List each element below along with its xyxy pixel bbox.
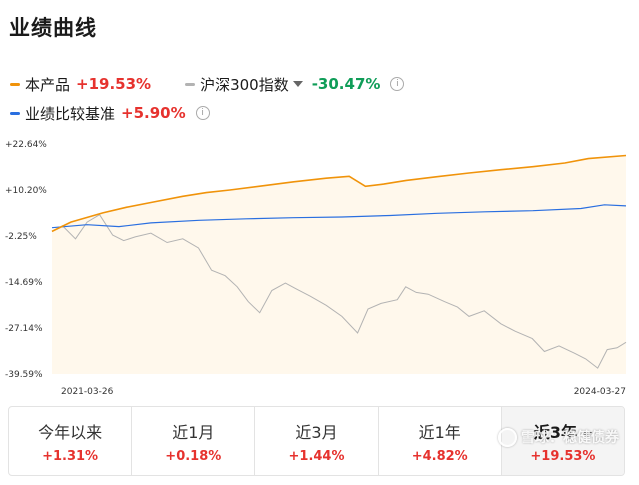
tab-1y[interactable]: 近1年 +4.82% — [379, 407, 502, 475]
tab-ytd[interactable]: 今年以来 +1.31% — [9, 407, 133, 475]
chevron-down-icon[interactable] — [292, 81, 303, 87]
info-icon[interactable]: i — [195, 106, 210, 120]
y-tick-label: +22.64% — [5, 140, 47, 150]
tab-label: 近3月 — [295, 422, 338, 442]
series-line-index — [51, 214, 627, 369]
tab-label: 近1月 — [172, 422, 215, 442]
product-area-fill — [52, 155, 626, 374]
series-line-product — [51, 154, 627, 233]
legend-benchmark[interactable]: 业绩比较基准 +5.90% i — [10, 102, 210, 124]
page-title: 业绩曲线 — [9, 16, 97, 40]
info-icon[interactable]: i — [390, 77, 405, 91]
tab-label: 今年以来 — [38, 422, 103, 442]
legend-value-index: -30.47% — [311, 75, 381, 93]
legend-product[interactable]: 本产品 +19.53% 沪深300指数 -30.47% i — [10, 73, 405, 95]
tab-3y[interactable]: 近3年 +19.53% — [501, 407, 624, 475]
y-tick-label: +10.20% — [5, 186, 47, 196]
tab-3m[interactable]: 近3月 +1.44% — [255, 407, 379, 475]
tab-value: +19.53% — [530, 448, 596, 464]
legend-swatch-index — [185, 82, 196, 86]
tab-label-row: 近3年 — [534, 419, 592, 443]
y-tick-label: -14.69% — [5, 278, 43, 288]
performance-chart[interactable]: +22.64% +10.20% -2.25% -14.69% -27.14% -39.59… — [0, 132, 639, 400]
y-tick-label: -27.14% — [5, 324, 43, 334]
legend-swatch-benchmark — [10, 111, 20, 115]
legend-label-product: 本产品 — [25, 75, 71, 94]
period-tabs: 今年以来 +1.31% 近1月 +0.18% 近3月 +1.44% 近1年 +4… — [8, 406, 625, 476]
legend-swatch-product — [10, 82, 20, 86]
tab-label: 近3年 — [533, 422, 577, 442]
tab-label: 近1年 — [418, 422, 461, 442]
x-axis-start-label: 2021-03-26 — [61, 387, 114, 397]
y-tick-label: -2.25% — [5, 232, 37, 242]
legend-label-benchmark: 业绩比较基准 — [25, 104, 116, 123]
legend-value-product: +19.53% — [76, 75, 152, 93]
tab-value: +0.18% — [165, 448, 222, 464]
tab-value: +4.82% — [411, 448, 468, 464]
legend-value-benchmark: +5.90% — [121, 104, 186, 122]
series-line-benchmark — [51, 204, 627, 229]
tab-value: +1.31% — [42, 448, 99, 464]
legend-label-index[interactable]: 沪深300指数 — [200, 75, 289, 94]
x-axis-end-label: 2024-03-27 — [574, 387, 626, 397]
tab-value: +1.44% — [288, 448, 345, 464]
tab-1m[interactable]: 近1月 +0.18% — [132, 407, 256, 475]
y-tick-label: -39.59% — [5, 370, 43, 380]
chevron-down-icon[interactable] — [581, 431, 592, 438]
